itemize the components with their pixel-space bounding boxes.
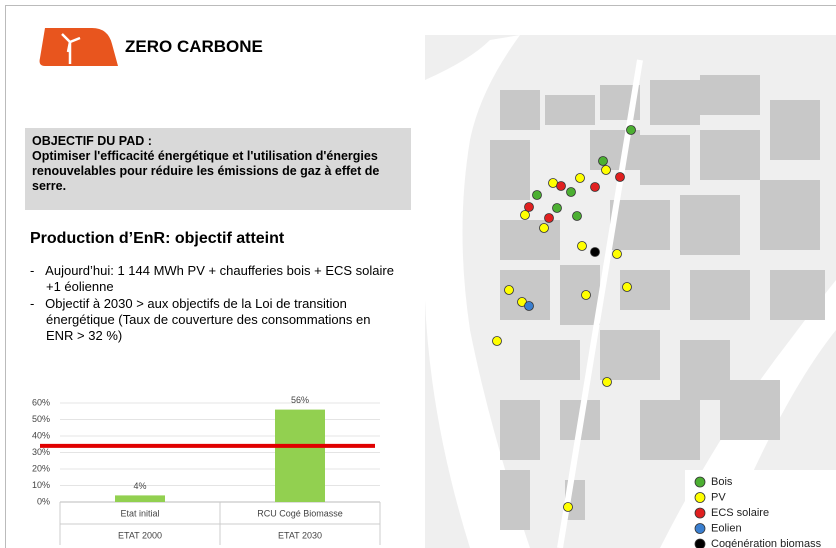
map-block (770, 100, 820, 160)
legend-label: ECS solaire (711, 507, 769, 519)
legend-label: Eolien (711, 522, 742, 534)
map-block (590, 130, 640, 170)
map-marker (577, 241, 587, 251)
logo (39, 28, 118, 66)
bar (115, 495, 165, 502)
map-block (545, 95, 595, 125)
river (425, 35, 530, 548)
map-marker (602, 377, 612, 387)
legend-label: Bois (711, 476, 733, 488)
y-tick-label: 30% (32, 447, 50, 457)
map-marker (590, 182, 600, 192)
map-marker (572, 211, 582, 221)
section-title: Production d’EnR: objectif atteint (30, 230, 285, 247)
y-tick-label: 50% (32, 414, 50, 424)
map-block (700, 75, 760, 115)
logo-turbine (61, 33, 81, 64)
legend-swatch (694, 523, 706, 534)
bar (275, 409, 325, 502)
map-marker (524, 301, 534, 311)
group-label: ETAT 2030 (278, 530, 322, 540)
map-marker (520, 210, 530, 220)
bullet: - Aujourd’hui: 1 144 MWh PV + chaufferie… (30, 263, 394, 294)
map-marker (575, 173, 585, 183)
map-block (500, 90, 540, 130)
map-block (680, 195, 740, 255)
bullet: - Objectif à 2030 > aux objectifs de la … (30, 296, 371, 343)
map-block (720, 380, 780, 440)
map-block (500, 270, 550, 320)
value-label: 4% (133, 481, 146, 491)
map-block (500, 220, 560, 260)
bullet-text: Aujourd’hui: 1 144 MWh PV + chaufferies … (45, 263, 394, 294)
y-tick-label: 60% (32, 397, 50, 407)
y-tick-label: 40% (32, 430, 50, 440)
legend-swatch (694, 507, 706, 519)
map-marker (532, 190, 542, 200)
slide-border (5, 5, 836, 548)
map-block (500, 400, 540, 460)
map-marker (615, 172, 625, 182)
bullets: - Aujourd’hui: 1 144 MWh PV + chaufferie… (30, 263, 400, 345)
value-label: 56% (291, 395, 309, 405)
legend-label: Cogénération biomass (711, 538, 822, 548)
objective-box: OBJECTIF DU PAD : Optimiser l'efficacité… (25, 128, 411, 210)
group-label: ETAT 2000 (118, 530, 162, 540)
bullet-text: Objectif à 2030 > aux objectifs de la Lo… (45, 296, 371, 343)
x-tick-label: RCU Cogé Biomasse (257, 508, 343, 518)
objective-heading: OBJECTIF DU PAD : (32, 134, 152, 148)
legend-swatch (694, 492, 706, 503)
map-block (770, 270, 825, 320)
map-marker (556, 181, 566, 191)
y-tick-label: 10% (32, 480, 50, 490)
map: Bois PV ECS solaire Eolien Cogénération biom… (425, 35, 836, 548)
map-marker (544, 213, 554, 223)
map-block (520, 340, 580, 380)
map-marker (590, 247, 600, 257)
map-block (650, 80, 700, 125)
map-marker (626, 125, 636, 135)
y-tick-label: 0% (37, 496, 50, 506)
road (557, 59, 643, 548)
map-marker (612, 249, 622, 259)
map-block (610, 200, 670, 250)
map-marker (492, 336, 502, 346)
map-marker (601, 165, 611, 175)
map-block (600, 330, 660, 380)
map-block (690, 270, 750, 320)
objective-text: Optimiser l'efficacité énergétique et l'… (32, 149, 380, 193)
map-block (490, 140, 530, 200)
map-marker (552, 203, 562, 213)
legend-label: PV (711, 491, 726, 503)
map-marker (622, 282, 632, 292)
map-marker (539, 223, 549, 233)
map-marker (563, 502, 573, 512)
map-block (500, 470, 530, 530)
map-block (700, 130, 760, 180)
y-tick-label: 20% (32, 463, 50, 473)
legend-swatch (694, 476, 706, 488)
map-block (640, 400, 700, 460)
map-marker (598, 156, 608, 166)
map-marker (581, 290, 591, 300)
map-block (560, 265, 600, 325)
x-tick-label: Etat initial (120, 508, 159, 518)
legend-box (685, 470, 836, 548)
title: ZERO CARBONE (125, 37, 263, 56)
map-block (760, 180, 820, 250)
map-marker (504, 285, 514, 295)
legend-swatch (694, 538, 706, 548)
map-marker (524, 202, 534, 212)
map-block (640, 135, 690, 185)
map-marker (566, 187, 576, 197)
